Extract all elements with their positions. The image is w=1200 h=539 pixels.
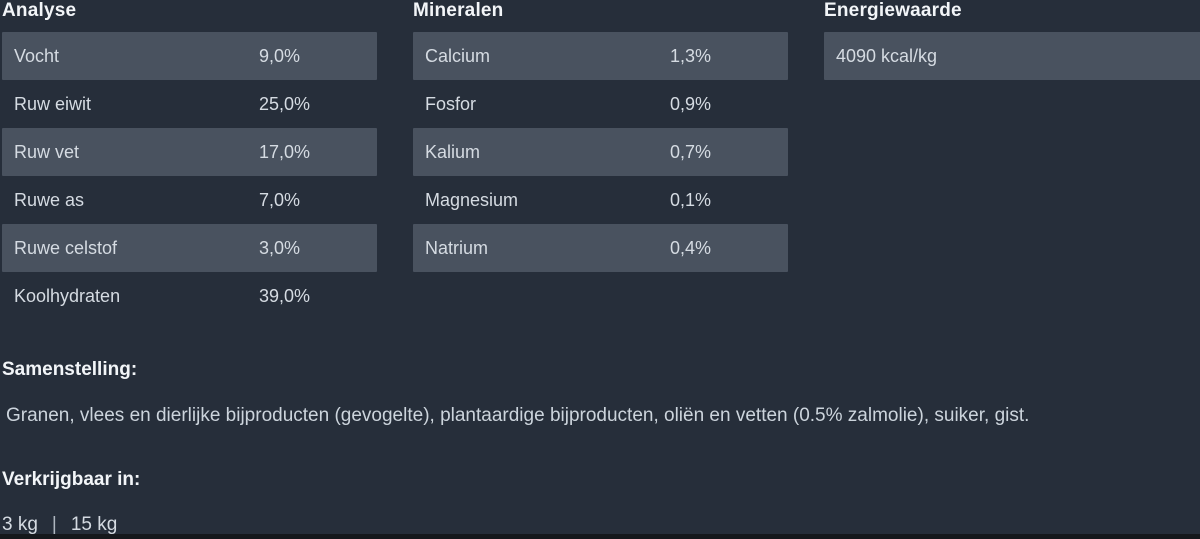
- row-value: 7,0%: [259, 189, 301, 210]
- row-value: 1,3%: [670, 45, 712, 66]
- mineralen-section: Mineralen Calcium 1,3% Fosfor 0,9% Kaliu…: [413, 0, 788, 320]
- row-label: Koolhydraten: [14, 285, 121, 306]
- row-label: Ruw vet: [14, 141, 80, 162]
- table-row: 4090 kcal/kg: [824, 32, 1200, 80]
- size-option: 15 kg: [70, 514, 118, 535]
- available-sizes: 3 kg | 15 kg: [2, 514, 1200, 536]
- row-label: Calcium: [425, 45, 491, 66]
- energiewaarde-table: 4090 kcal/kg: [824, 32, 1200, 80]
- row-value: 0,7%: [670, 141, 712, 162]
- row-value: 0,1%: [670, 189, 712, 210]
- row-label: Ruwe as: [14, 189, 85, 210]
- analyse-table: Vocht 9,0% Ruw eiwit 25,0% Ruw vet 17,0%…: [2, 32, 377, 320]
- bottom-edge-bar: [0, 534, 1200, 539]
- verkrijgbaar-heading: Verkrijgbaar in:: [2, 469, 141, 490]
- mineralen-heading: Mineralen: [413, 0, 504, 21]
- size-separator: |: [51, 514, 57, 535]
- row-value: 3,0%: [259, 237, 301, 258]
- row-value: 9,0%: [259, 45, 301, 66]
- table-row: Koolhydraten 39,0%: [2, 272, 377, 320]
- table-row: Ruw eiwit 25,0%: [2, 80, 377, 128]
- energiewaarde-section: Energiewaarde 4090 kcal/kg: [824, 0, 1200, 320]
- size-option: 3 kg: [2, 514, 38, 535]
- table-row: Fosfor 0,9%: [413, 80, 788, 128]
- row-label: Kalium: [425, 141, 481, 162]
- row-label: Natrium: [425, 237, 489, 258]
- row-value: 0,4%: [670, 237, 712, 258]
- table-row: Magnesium 0,1%: [413, 176, 788, 224]
- row-label: Ruwe celstof: [14, 237, 118, 258]
- row-value: 25,0%: [259, 93, 311, 114]
- row-label: Ruw eiwit: [14, 93, 92, 114]
- table-row: Ruw vet 17,0%: [2, 128, 377, 176]
- row-label: Fosfor: [425, 93, 477, 114]
- analyse-heading: Analyse: [2, 0, 77, 21]
- samenstelling-heading: Samenstelling:: [2, 359, 138, 380]
- table-row: Calcium 1,3%: [413, 32, 788, 80]
- row-value: 4090 kcal/kg: [836, 45, 938, 66]
- energiewaarde-heading: Energiewaarde: [824, 0, 962, 21]
- table-row: Vocht 9,0%: [2, 32, 377, 80]
- row-label: Magnesium: [425, 189, 519, 210]
- mineralen-table: Calcium 1,3% Fosfor 0,9% Kalium 0,7% Mag…: [413, 32, 788, 272]
- analyse-section: Analyse Vocht 9,0% Ruw eiwit 25,0% Ruw v…: [2, 0, 377, 320]
- table-row: Ruwe celstof 3,0%: [2, 224, 377, 272]
- table-row: Kalium 0,7%: [413, 128, 788, 176]
- spec-grid: Analyse Vocht 9,0% Ruw eiwit 25,0% Ruw v…: [2, 0, 1200, 320]
- table-row: Natrium 0,4%: [413, 224, 788, 272]
- row-value: 17,0%: [259, 141, 311, 162]
- row-value: 39,0%: [259, 285, 311, 306]
- ingredients-text: Granen, vlees en dierlijke bijproducten …: [6, 405, 1030, 426]
- row-value: 0,9%: [670, 93, 712, 114]
- row-label: Vocht: [14, 45, 60, 66]
- table-row: Ruwe as 7,0%: [2, 176, 377, 224]
